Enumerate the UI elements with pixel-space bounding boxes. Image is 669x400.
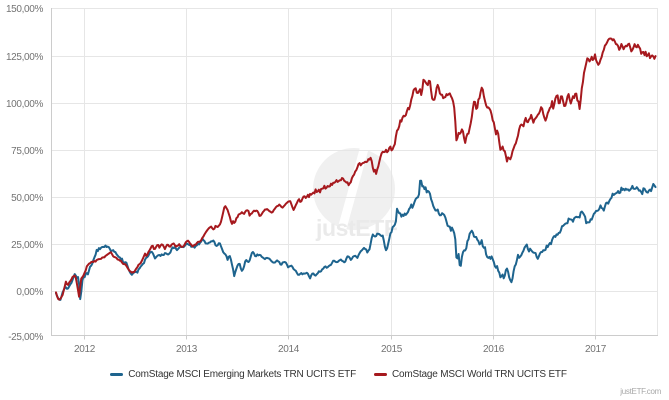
svg-text:2012: 2012 <box>74 344 96 355</box>
svg-text:50,00%: 50,00% <box>11 193 43 204</box>
svg-text:2013: 2013 <box>176 344 198 355</box>
svg-text:2015: 2015 <box>381 344 403 355</box>
svg-text:-25,00%: -25,00% <box>8 332 43 343</box>
svg-text:0,00%: 0,00% <box>16 287 43 298</box>
svg-text:2014: 2014 <box>278 344 300 355</box>
svg-text:25,00%: 25,00% <box>11 240 43 251</box>
svg-text:125,00%: 125,00% <box>6 52 43 63</box>
svg-text:2017: 2017 <box>585 344 607 355</box>
svg-text:150,00%: 150,00% <box>6 4 43 15</box>
svg-text:75,00%: 75,00% <box>11 146 43 157</box>
svg-text:2016: 2016 <box>483 344 505 355</box>
svg-text:justETF: justETF <box>315 215 398 241</box>
svg-text:100,00%: 100,00% <box>6 99 43 110</box>
